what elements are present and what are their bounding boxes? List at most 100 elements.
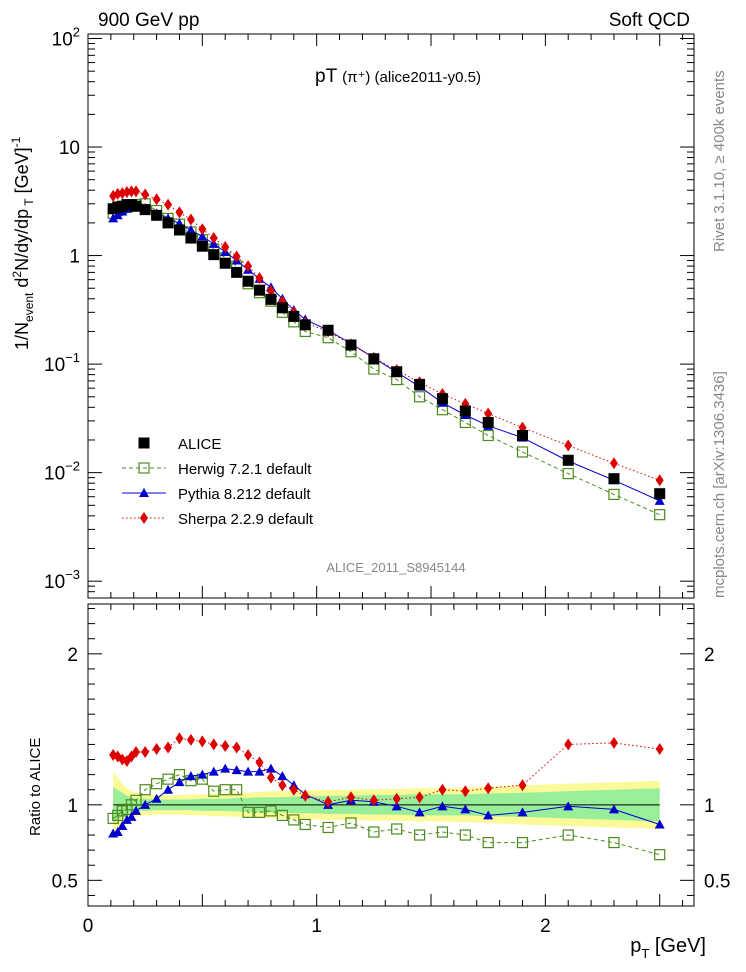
main-y-tick-label: 1 (69, 247, 80, 268)
main-data-point (368, 353, 380, 365)
main-data-point (484, 407, 493, 420)
main-data-point (242, 275, 254, 287)
ratio-data-point (231, 784, 243, 796)
legend-marker (138, 462, 150, 474)
main-data-point (562, 454, 574, 466)
main-data-point (516, 429, 528, 441)
ratio-data-point (112, 827, 123, 837)
main-data-point (232, 250, 241, 263)
legend-marker (139, 488, 149, 497)
ratio-data-point (151, 778, 163, 790)
main-data-point (221, 240, 230, 253)
ratio-y-tick-label-right: 2 (704, 645, 715, 666)
ratio-data-point (198, 735, 207, 748)
ratio-data-point (518, 779, 527, 792)
main-data-point (265, 293, 277, 305)
main-data-point (609, 457, 618, 470)
ratio-data-point (655, 742, 664, 755)
main-data-point (482, 429, 494, 442)
legend-label: Pythia 8.212 default (178, 486, 311, 503)
main-data-point (391, 366, 403, 378)
ratio-plot: 0 1 2 0.5 0.5 1 1 2 2 (52, 603, 730, 937)
main-data-point (244, 260, 253, 273)
main-data-point (276, 302, 288, 314)
main-data-point (231, 266, 243, 278)
ratio-data-point (299, 818, 311, 831)
x-tick-label: 2 (540, 916, 551, 937)
ratio-data-point (563, 801, 574, 811)
main-data-point (482, 416, 494, 428)
main-data-point (162, 217, 174, 229)
main-data-point (219, 257, 231, 269)
ratio-data-point (483, 810, 494, 820)
main-data-point (608, 488, 620, 501)
process-label: Soft QCD (609, 10, 690, 31)
ratio-data-point (438, 783, 447, 796)
ratio-data-point (266, 771, 275, 784)
ratio-data-point (209, 738, 218, 751)
main-data-point (459, 405, 471, 417)
ratio-data-point (609, 736, 618, 749)
ratio-data-point (482, 836, 494, 849)
main-y-tick-label: 10−1 (44, 350, 80, 376)
ratio-y-tick-label-right: 1 (704, 796, 715, 817)
main-data-point (345, 339, 357, 351)
ratio-data-point (140, 799, 151, 809)
main-y-axis-label: 1/Nevent d2N/dy/dp T [GeV]-1 (9, 136, 36, 350)
ratio-y-tick-label: 0.5 (52, 871, 78, 892)
ratio-data-point (391, 823, 403, 835)
ratio-data-point (152, 742, 161, 755)
main-data-point (655, 474, 664, 487)
ratio-data-point (121, 814, 132, 824)
main-y-tick-label-exponent: −1 (65, 350, 80, 365)
ratio-data-point (254, 766, 265, 776)
ratio-data-point (208, 766, 219, 776)
ratio-data-point (289, 783, 298, 796)
main-data-point (255, 272, 264, 285)
main-data-point (175, 206, 184, 219)
main-data-point (130, 200, 142, 212)
ratio-data-point (130, 794, 142, 806)
main-y-tick-label-base: 10 (59, 138, 80, 159)
main-series-line (112, 205, 660, 502)
ratio-y-tick-label: 1 (67, 796, 78, 817)
ratio-data-point (126, 811, 137, 821)
ratio-data-point (608, 836, 620, 849)
x-axis-label-unit: [GeV] (649, 935, 706, 957)
ratio-frame (87, 603, 695, 907)
main-data-point (151, 209, 163, 221)
ratio-data-point (244, 749, 253, 761)
ratio-data-point (132, 745, 141, 758)
legend-marker (138, 437, 150, 449)
ratio-data-point (164, 741, 173, 754)
main-frame (87, 33, 695, 599)
ratio-data-point (255, 756, 264, 769)
main-data-point (564, 439, 573, 452)
ratio-data-point (461, 785, 470, 798)
x-axis-label: pT [GeV] (630, 935, 706, 961)
main-data-point (608, 473, 620, 485)
main-data-point (139, 204, 151, 216)
ratio-data-point (460, 804, 471, 814)
ratio-data-point (185, 771, 196, 781)
ratio-data-point (562, 829, 574, 841)
ratio-series-line (112, 774, 660, 856)
ratio-y-tick-label-right: 0.5 (704, 871, 730, 892)
ratio-y-axis-label: Ratio to ALICE (27, 738, 44, 836)
legend-label: ALICE (178, 436, 221, 453)
main-data-point (299, 319, 311, 331)
ratio-data-point (243, 766, 254, 776)
main-y-tick-label: 10 (59, 138, 80, 159)
main-data-point (196, 240, 208, 252)
legend-label: Herwig 7.2.1 default (178, 461, 312, 478)
main-data-point (108, 213, 119, 223)
main-data-point (173, 224, 185, 236)
ratio-data-point (608, 804, 619, 814)
main-data-point (209, 232, 218, 245)
ratio-data-point (413, 829, 426, 841)
ratio-data-point (414, 807, 425, 817)
main-y-tick-label-exponent: −2 (65, 459, 80, 474)
ratio-data-point (415, 791, 424, 804)
legend-marker (140, 512, 148, 524)
main-y-tick-label: 10−3 (44, 567, 80, 593)
